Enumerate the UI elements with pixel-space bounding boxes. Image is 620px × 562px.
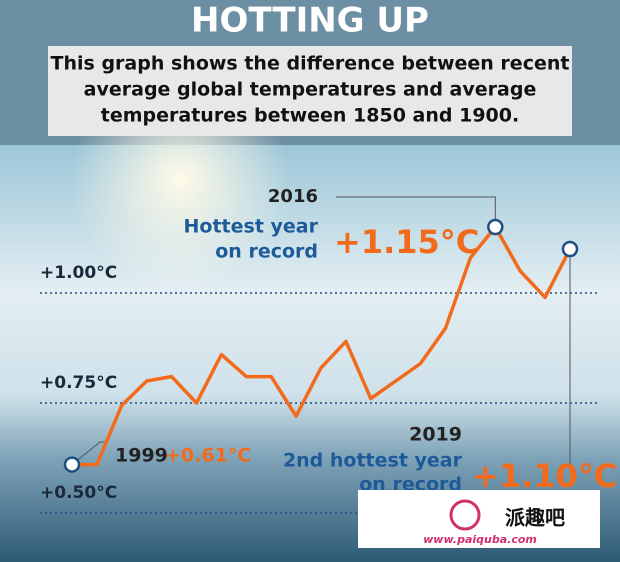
y-tick-label: +0.75°C xyxy=(40,373,117,393)
annotation: on record xyxy=(215,241,318,263)
subtitle-box xyxy=(48,46,572,136)
marker xyxy=(561,240,579,258)
year-label: 2019 xyxy=(409,424,462,446)
value-label: +1.15°C xyxy=(334,223,479,261)
value-label: +0.61°C xyxy=(165,445,251,467)
y-tick-label: +1.00°C xyxy=(40,263,117,283)
leader-line xyxy=(336,196,496,227)
watermark-text: 派趣吧 xyxy=(505,506,565,530)
annotation: Hottest year xyxy=(184,216,319,238)
annotation: 2nd hottest year xyxy=(283,450,463,472)
watermark-url: www.paiquba.com xyxy=(423,533,537,546)
subtitle: This graph shows the difference between … xyxy=(51,53,570,75)
marker xyxy=(487,218,504,236)
value-label: +1.10°C xyxy=(472,457,617,495)
year-label: 1999 xyxy=(115,445,168,467)
data-line xyxy=(72,225,572,467)
subtitle: temperatures between 1850 and 1900. xyxy=(101,105,519,127)
marker xyxy=(63,456,81,473)
year-label: 2016 xyxy=(268,186,318,207)
title: HOTTING UP xyxy=(191,1,429,41)
watermark-logo xyxy=(449,499,481,531)
y-tick-label: +0.50°C xyxy=(40,483,117,503)
subtitle: average global temperatures and average xyxy=(84,79,537,101)
